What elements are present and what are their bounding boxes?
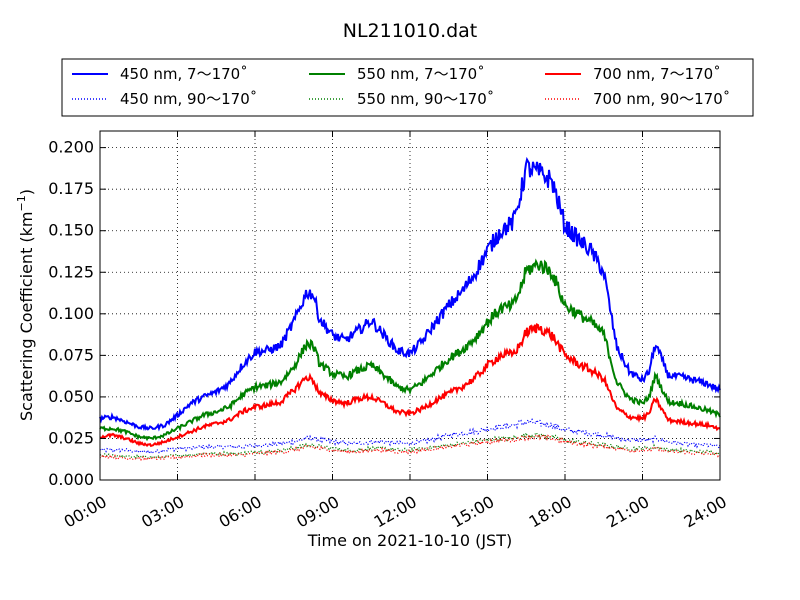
legend-label-5: 700 nm, 90～170˚ (593, 90, 730, 108)
y-tick-label: 0.100 (48, 304, 94, 323)
legend-label-0: 450 nm, 7～170˚ (120, 65, 248, 83)
legend-label-1: 550 nm, 7～170˚ (357, 65, 485, 83)
y-axis-label-close: ) (17, 189, 36, 195)
y-tick-label: 0.150 (48, 221, 94, 240)
y-tick-label: 0.050 (48, 387, 94, 406)
y-tick-label: 0.075 (48, 345, 94, 364)
series-line-4 (99, 430, 721, 460)
y-tick-label: 0.025 (48, 428, 94, 447)
series-line-2 (99, 322, 721, 448)
series-line-0 (99, 156, 721, 432)
y-axis-label-sup: −1 (15, 195, 28, 211)
y-tick-label: 0.175 (48, 179, 94, 198)
grid (100, 131, 720, 480)
legend-label-3: 450 nm, 90～170˚ (120, 90, 257, 108)
y-tick-label: 0.000 (48, 470, 94, 489)
x-axis-label: Time on 2021-10-10 (JST) (307, 531, 512, 550)
y-tick-label: 0.125 (48, 262, 94, 281)
y-tick-label: 0.200 (48, 138, 94, 157)
chart-title: NL211010.dat (343, 20, 478, 42)
plot-area: 00:00 03:00 06:00 09:00 12:00 15:00 18:00 21:00… (48, 130, 730, 532)
legend-frame (61, 58, 754, 117)
series-line-3 (99, 418, 721, 455)
series-line-1 (99, 258, 721, 442)
legend-label-4: 550 nm, 90～170˚ (357, 90, 494, 108)
y-axis-label: Scattering Coefficient (km−1) (15, 189, 36, 421)
y-axis-label-main: Scattering Coefficient (km (17, 211, 36, 421)
legend-label-2: 700 nm, 7～170˚ (593, 65, 721, 83)
series-lines (99, 156, 721, 462)
legend: 450 nm, 7～170˚ 550 nm, 7～170˚ 700 nm, 7～17… (61, 58, 754, 117)
